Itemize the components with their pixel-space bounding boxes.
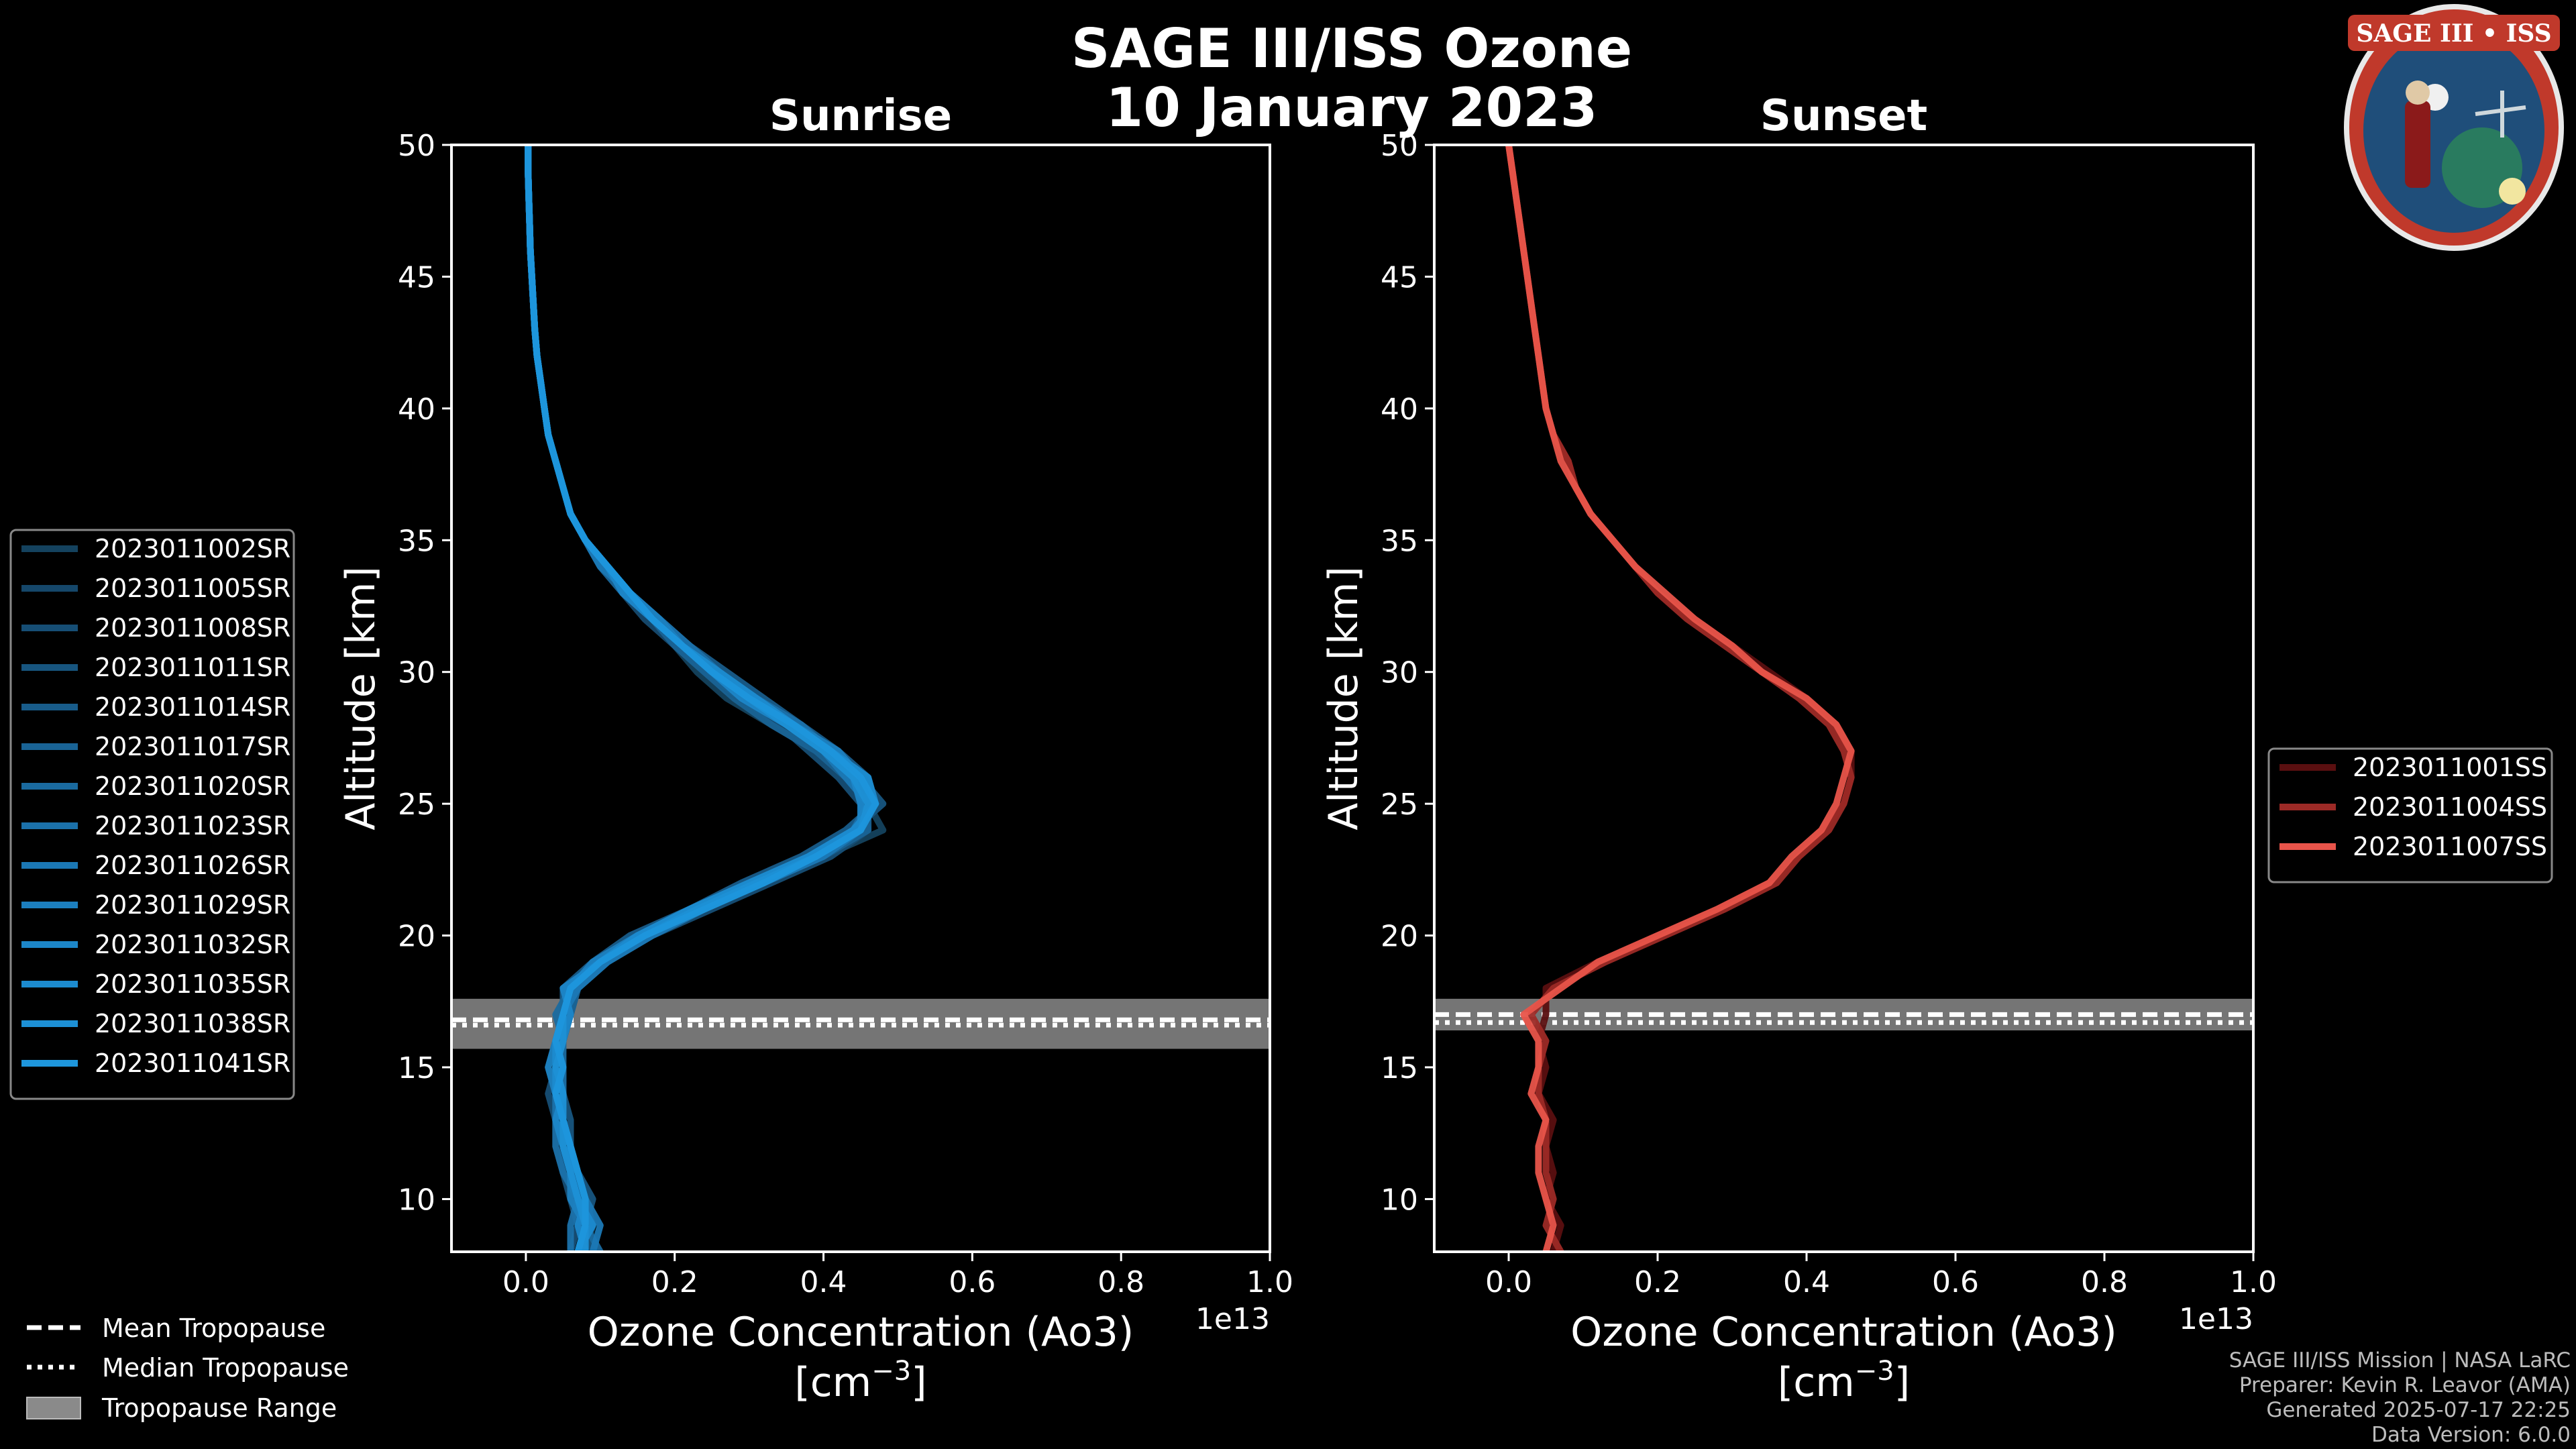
sunrise-ytick-label: 40 — [398, 392, 435, 427]
sunrise-ytick-label: 20 — [398, 920, 435, 954]
legend-label-2023011001SS: 2023011001SS — [2353, 753, 2547, 782]
legend-label-2023011041SR: 2023011041SR — [95, 1049, 290, 1078]
sunrise-ytick-label: 10 — [398, 1183, 435, 1217]
legend-label-2023011004SS: 2023011004SS — [2353, 792, 2547, 822]
legend-label-2023011029SR: 2023011029SR — [95, 890, 290, 920]
sunset-xtick-label: 1.0 — [2230, 1265, 2277, 1299]
sunrise-xtick-label: 0.6 — [949, 1265, 996, 1299]
sunrise-xtick-label: 0.2 — [651, 1265, 698, 1299]
sunset-panel-title: Sunset — [1760, 91, 1927, 141]
sunset-ytick-label: 30 — [1381, 656, 1418, 690]
sunset-ytick-label: 10 — [1381, 1183, 1418, 1217]
sunset-legend: 2023011001SS 2023011004SS 2023011007SS — [2267, 747, 2553, 883]
mean-tropopause-label: Mean Tropopause — [102, 1313, 325, 1343]
sunset-xlabel: Ozone Concentration (Ao3) — [1570, 1309, 2117, 1356]
sunset-ytick-label: 35 — [1381, 524, 1418, 558]
sunrise-axes-frame — [450, 144, 1271, 1253]
sunrise-ytick-label: 30 — [398, 656, 435, 690]
legend-label-2023011007SS: 2023011007SS — [2353, 832, 2547, 861]
sunrise-panel: 0.0 0.2 0.4 0.6 0.8 1.0 10 15 20 25 30 35 40 45 50 Sunr… — [337, 91, 1293, 1406]
sunrise-legend: 2023011002SR 2023011005SR 2023011008SR 2023… — [9, 529, 295, 1100]
sunrise-xtick-label: 1.0 — [1246, 1265, 1293, 1299]
sunrise-ylabel: Altitude [km] — [337, 566, 384, 830]
figure-title-line2: 10 January 2023 — [1106, 76, 1598, 139]
logo-text: SAGE III • ISS — [2356, 19, 2551, 48]
legend-label-2023011011SR: 2023011011SR — [95, 653, 290, 682]
series-line-2023011041SR — [525, 145, 879, 1252]
sunset-x-scale-label: 1e13 — [2179, 1302, 2253, 1336]
sunset-legend-frame — [2267, 747, 2553, 883]
sunrise-ytick-label: 15 — [398, 1051, 435, 1085]
legend-label-2023011008SR: 2023011008SR — [95, 613, 290, 643]
sunrise-ytick-label: 50 — [398, 129, 435, 163]
tropopause-range-swatch — [26, 1397, 81, 1419]
sunrise-panel-title: Sunrise — [769, 91, 952, 141]
sunset-panel: 0.0 0.2 0.4 0.6 0.8 1.0 10 15 20 25 30 35 40 45 50 Suns… — [1320, 91, 2277, 1406]
sunrise-ytick-label: 25 — [398, 788, 435, 822]
sunrise-xtick-label: 0.0 — [502, 1265, 549, 1299]
legend-label-2023011020SR: 2023011020SR — [95, 771, 290, 801]
sunrise-xunits: [cm−3] — [794, 1356, 926, 1406]
sunset-xtick-label: 0.0 — [1485, 1265, 1532, 1299]
sunset-ytick-label: 45 — [1381, 260, 1418, 294]
tropopause-legend: Mean Tropopause Median Tropopause Tropop… — [26, 1313, 349, 1423]
sunset-ytick-label: 25 — [1381, 788, 1418, 822]
sunrise-xtick-label: 0.8 — [1097, 1265, 1144, 1299]
credits: SAGE III/ISS Mission | NASA LaRC Prepare… — [2229, 1348, 2571, 1447]
legend-label-2023011005SR: 2023011005SR — [95, 574, 290, 603]
legend-label-2023011032SR: 2023011032SR — [95, 930, 290, 959]
sunset-ytick-label: 15 — [1381, 1051, 1418, 1085]
sage-iii-iss-logo: SAGE III • ISS — [2344, 4, 2564, 251]
sunset-ylabel: Altitude [km] — [1320, 566, 1367, 830]
tropopause-range-label: Tropopause Range — [101, 1393, 337, 1423]
credit-line-2: Preparer: Kevin R. Leavor (AMA) — [2239, 1373, 2571, 1397]
sunrise-xlabel: Ozone Concentration (Ao3) — [588, 1309, 1134, 1356]
sunset-xtick-label: 0.8 — [2081, 1265, 2128, 1299]
sunset-xunits: [cm−3] — [1778, 1356, 1910, 1406]
sunset-axes-frame — [1433, 144, 2255, 1253]
legend-label-2023011035SR: 2023011035SR — [95, 969, 290, 999]
legend-label-2023011026SR: 2023011026SR — [95, 851, 290, 880]
median-tropopause-label: Median Tropopause — [102, 1353, 349, 1383]
sunset-ytick-label: 40 — [1381, 392, 1418, 427]
legend-label-2023011014SR: 2023011014SR — [95, 692, 290, 722]
legend-label-2023011038SR: 2023011038SR — [95, 1009, 290, 1038]
sunset-xtick-label: 0.6 — [1932, 1265, 1979, 1299]
figure-title-line1: SAGE III/ISS Ozone — [1071, 17, 1632, 80]
credit-line-4: Data Version: 6.0.0 — [2371, 1423, 2571, 1447]
sunrise-legend-frame — [9, 529, 295, 1100]
sunset-ytick-label: 20 — [1381, 920, 1418, 954]
sunrise-x-scale-label: 1e13 — [1195, 1302, 1270, 1336]
credit-line-1: SAGE III/ISS Mission | NASA LaRC — [2229, 1348, 2571, 1373]
legend-label-2023011023SR: 2023011023SR — [95, 811, 290, 841]
series-line-2023011007SS — [1505, 145, 1855, 1252]
sunrise-ytick-label: 45 — [398, 260, 435, 294]
sunset-ytick-label: 50 — [1381, 129, 1418, 163]
legend-label-2023011017SR: 2023011017SR — [95, 732, 290, 761]
sunset-xtick-label: 0.4 — [1783, 1265, 1830, 1299]
sunrise-ytick-label: 35 — [398, 524, 435, 558]
sunset-xtick-label: 0.2 — [1634, 1265, 1681, 1299]
legend-label-2023011002SR: 2023011002SR — [95, 534, 290, 564]
credit-line-3: Generated 2025-07-17 22:25 — [2266, 1398, 2571, 1422]
sunrise-xtick-label: 0.4 — [800, 1265, 847, 1299]
